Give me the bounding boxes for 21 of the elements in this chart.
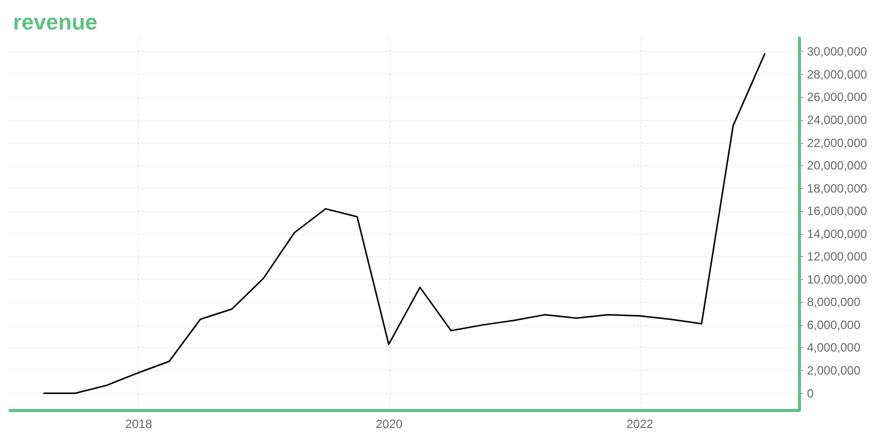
y-tick-label: 30,000,000 — [807, 44, 868, 59]
y-tick-label: 4,000,000 — [807, 340, 861, 355]
y-tick-label: 22,000,000 — [807, 136, 868, 150]
x-tick-label: 2018 — [125, 417, 152, 431]
x-tick-label: 2020 — [376, 417, 403, 431]
y-tick-label: 2,000,000 — [807, 363, 861, 378]
y-tick-label: 10,000,000 — [807, 272, 868, 286]
y-tick-label: 26,000,000 — [807, 90, 868, 104]
y-tick-label: 6,000,000 — [807, 318, 861, 332]
y-tick-label: 12,000,000 — [807, 250, 868, 264]
y-tick-label: 28,000,000 — [807, 67, 868, 82]
y-tick-label: 0 — [807, 386, 814, 400]
chart-title: revenue — [13, 10, 98, 34]
y-tick-label: 18,000,000 — [807, 181, 868, 196]
x-tick-label: 2022 — [626, 417, 654, 431]
y-tick-label: 24,000,000 — [807, 112, 868, 127]
y-tick-label: 20,000,000 — [807, 158, 868, 173]
y-tick-label: 14,000,000 — [807, 226, 868, 241]
y-tick-label: 16,000,000 — [807, 204, 868, 218]
line-series — [43, 53, 766, 394]
y-tick-label: 8,000,000 — [807, 295, 861, 310]
